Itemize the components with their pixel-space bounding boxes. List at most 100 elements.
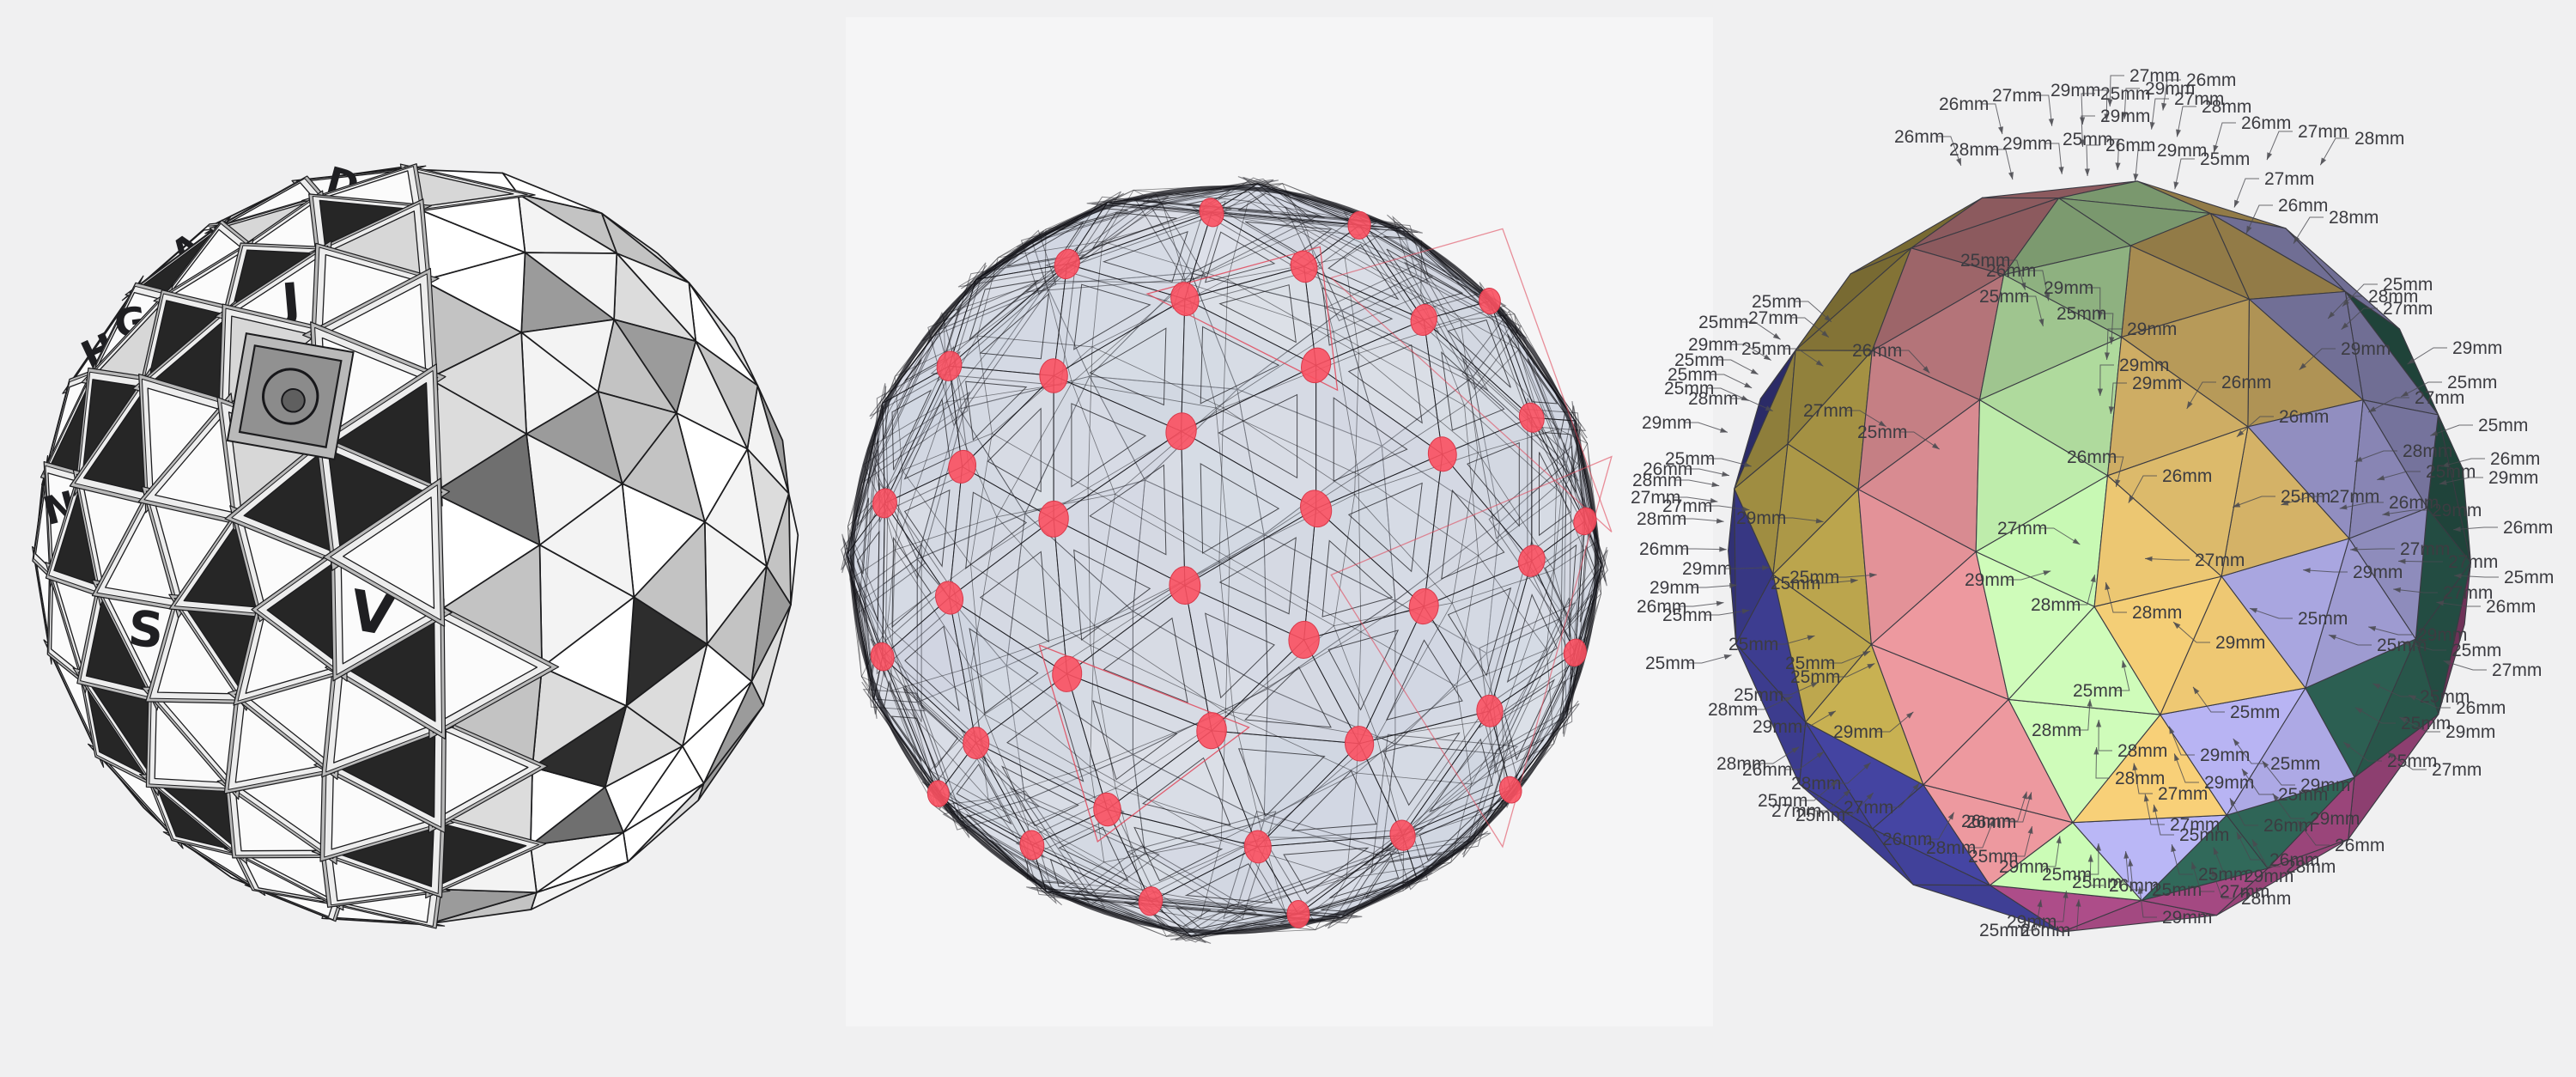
vertex-marker: [1498, 776, 1522, 804]
leader-arrowhead-icon: [1784, 697, 1793, 703]
leader-arrowhead-icon: [1762, 565, 1770, 571]
dimension-label: 26mm: [2020, 921, 2070, 940]
dimension-leader-line: [2074, 699, 2091, 731]
vertex-marker: [1344, 726, 1375, 762]
dimension-label: 25mm: [2200, 149, 2250, 169]
dimension-leader-line: [1776, 681, 1819, 696]
dimension-label: 25mm: [1734, 685, 1783, 705]
tile-inner-outline: [1321, 287, 1394, 346]
vertex-marker: [870, 642, 895, 672]
dimension-label: 26mm: [1639, 539, 1689, 559]
leader-arrowhead-icon: [1807, 635, 1815, 641]
leader-arrowhead-icon: [1723, 654, 1732, 660]
tile-inner-outline: [956, 764, 1012, 825]
tile-inner-outline: [1539, 452, 1571, 537]
tile-flap-outline: [872, 345, 970, 519]
tile-inner-outline: [1141, 757, 1231, 826]
dimension-label: 25mm: [1771, 574, 1820, 593]
dimension-leader-line: [2272, 793, 2305, 819]
leader-arrowhead-icon: [2132, 763, 2138, 771]
leader-arrowhead-icon: [2281, 500, 2289, 506]
tile-flap-outline: [1127, 811, 1277, 920]
dimension-leader-line: [1684, 422, 1728, 433]
dimension-label: 25mm: [2298, 609, 2348, 629]
dimension-label: 28mm: [2032, 721, 2081, 740]
leader-arrowhead-icon: [2297, 820, 2304, 828]
leader-arrowhead-icon: [2293, 235, 2300, 244]
leader-arrowhead-icon: [2272, 793, 2280, 801]
leader-arrowhead-icon: [2454, 573, 2462, 579]
dimension-label: 26mm: [2269, 850, 2319, 870]
wireframe-sphere-view: [841, 176, 1613, 944]
ghost-wire-face: [1220, 711, 1358, 842]
dimension-label: 28mm: [2241, 889, 2291, 909]
leader-arrowhead-icon: [2176, 129, 2181, 137]
dimension-leader-line: [1771, 635, 1815, 645]
dimension-label: 27mm: [1844, 798, 1893, 818]
dimension-leader-line: [2028, 270, 2050, 301]
ghost-wire-face: [929, 714, 1029, 825]
tile-inner-outline: [1491, 744, 1546, 817]
leader-arrowhead-icon: [2382, 511, 2391, 517]
ghost-wire-face: [1470, 648, 1555, 785]
leader-arrowhead-icon: [2075, 899, 2081, 907]
dimension-leader-line: [2176, 106, 2196, 137]
leader-arrowhead-icon: [1821, 330, 1829, 338]
leader-arrowhead-icon: [2044, 293, 2050, 301]
dimension-leader-line: [1968, 818, 1995, 849]
leader-arrowhead-icon: [2236, 429, 2245, 437]
dimension-label: 25mm: [2152, 880, 2202, 900]
dimension-leader-line: [2095, 746, 2110, 779]
dimension-leader-line: [1741, 321, 1781, 340]
leader-arrowhead-icon: [1810, 682, 1819, 688]
tile-flap-outline: [942, 790, 1106, 909]
leader-arrowhead-icon: [2368, 406, 2377, 412]
dimension-leader-line: [2168, 726, 2195, 756]
dimension-leader-line: [2133, 763, 2153, 794]
dimension-label: 25mm: [2198, 865, 2248, 885]
leader-arrowhead-icon: [1763, 354, 1771, 361]
dimension-leader-line: [2039, 527, 2081, 545]
ghost-wire-face: [1232, 711, 1378, 838]
dimension-leader-line: [2105, 581, 2127, 613]
ghost-wire-face: [976, 240, 1103, 348]
ghost-wire-face: [1114, 407, 1230, 559]
leader-arrowhead-icon: [2105, 582, 2111, 590]
leader-arrowhead-icon: [1989, 818, 1995, 827]
dimension-label: 29mm: [2100, 106, 2150, 126]
dimension-label: 26mm: [2279, 407, 2329, 427]
leader-arrowhead-icon: [2320, 157, 2327, 166]
dimension-leader-line: [2109, 75, 2124, 107]
ghost-wire-face: [1376, 717, 1504, 840]
dimension-label: 25mm: [1674, 350, 1724, 370]
tile-flap-outline: [1044, 200, 1226, 310]
dimension-label: 25mm: [2073, 681, 2123, 701]
tile-inner-outline: [1327, 630, 1400, 711]
ghost-wire-face: [1115, 788, 1264, 891]
dimension-leader-line: [2086, 287, 2101, 319]
dimension-leader-line: [2099, 313, 2114, 344]
ghost-wire-face: [991, 346, 1093, 489]
ghost-wire-face: [849, 549, 896, 691]
leader-arrowhead-icon: [2048, 119, 2054, 126]
dimension-leader-line: [1716, 359, 1759, 375]
ghost-wire-face: [1546, 493, 1602, 651]
vertex-marker: [1518, 402, 1545, 433]
dimension-label: 29mm: [2488, 468, 2538, 488]
dimension-leader-line: [1707, 458, 1752, 467]
tile-inner-outline: [1204, 231, 1276, 283]
leader-arrowhead-icon: [2097, 388, 2103, 396]
vertex-marker: [1038, 500, 1069, 538]
leader-arrowhead-icon: [2251, 839, 2258, 848]
ghost-wire-face: [1451, 569, 1555, 720]
mesh-face: [1183, 508, 1317, 641]
ghost-wire-face: [1071, 282, 1217, 409]
ghost-wire-face: [1222, 352, 1359, 496]
ghost-wire-face: [894, 257, 999, 377]
dimension-label: 29mm: [2432, 501, 2482, 520]
dimension-leader-line: [2342, 741, 2382, 762]
dimension-leader-line: [2454, 575, 2499, 578]
accent-triangle: [1038, 644, 1250, 843]
ghost-wire-face: [1553, 539, 1600, 672]
